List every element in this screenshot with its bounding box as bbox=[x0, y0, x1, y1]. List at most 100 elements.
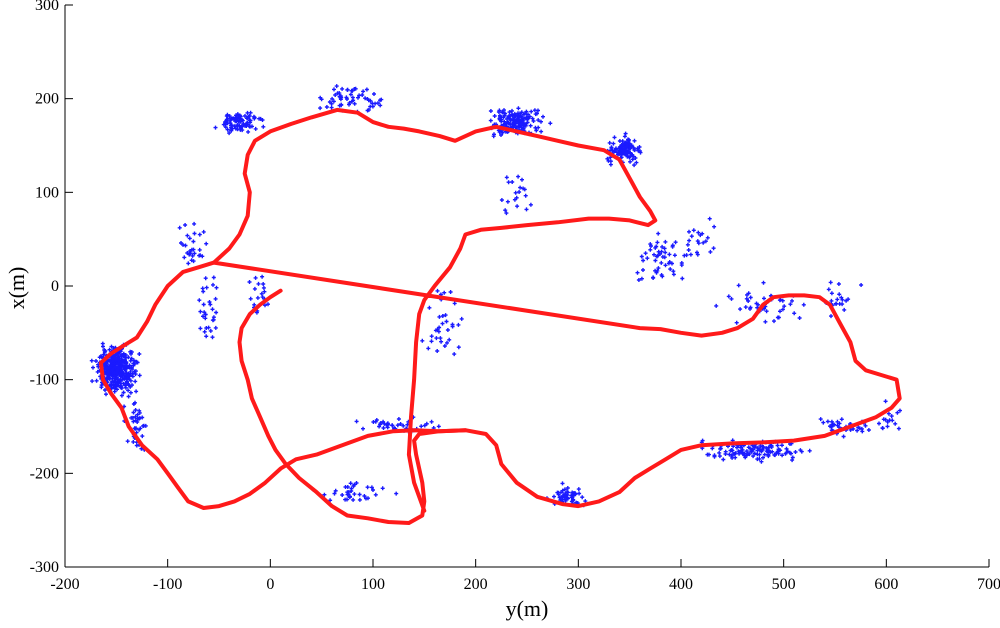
x-axis-ticks: -200 -100 0 100 200 300 400 500 600 700 bbox=[50, 559, 1000, 593]
landmark-point bbox=[348, 92, 353, 97]
landmark-point bbox=[512, 115, 517, 120]
landmark-point bbox=[491, 134, 496, 139]
landmark-point bbox=[439, 339, 444, 344]
landmark-point bbox=[883, 399, 888, 404]
landmark-point bbox=[738, 307, 743, 312]
landmark-point bbox=[131, 410, 136, 415]
landmark-point bbox=[734, 320, 739, 325]
landmark-point bbox=[883, 417, 888, 422]
landmark-point bbox=[329, 101, 334, 106]
landmark-point bbox=[429, 334, 434, 339]
landmark-point bbox=[396, 417, 401, 421]
landmark-point bbox=[437, 314, 442, 319]
landmark-point bbox=[517, 190, 522, 194]
landmark-point bbox=[261, 124, 266, 129]
landmark-point bbox=[835, 297, 840, 302]
landmark-point bbox=[717, 454, 722, 459]
landmark-point bbox=[447, 337, 452, 342]
landmark-point bbox=[685, 242, 690, 247]
landmark-point bbox=[112, 370, 117, 375]
landmark-point bbox=[635, 270, 640, 275]
landmark-point bbox=[130, 374, 135, 379]
landmark-point bbox=[109, 344, 114, 349]
x-axis-title: y(m) bbox=[506, 596, 549, 621]
landmark-point bbox=[829, 425, 834, 430]
landmark-point bbox=[240, 124, 245, 129]
landmark-point bbox=[507, 110, 512, 115]
landmark-point bbox=[825, 419, 830, 424]
landmark-point bbox=[208, 328, 213, 333]
landmark-point bbox=[736, 283, 741, 288]
landmark-point bbox=[115, 387, 120, 392]
landmark-point bbox=[385, 425, 390, 430]
landmark-point bbox=[555, 490, 560, 495]
landmark-point bbox=[680, 276, 685, 281]
landmark-point bbox=[334, 84, 339, 89]
landmark-point bbox=[349, 99, 354, 104]
landmark-point bbox=[742, 453, 747, 458]
landmark-point bbox=[492, 114, 497, 118]
landmark-point bbox=[182, 255, 187, 260]
landmark-point bbox=[204, 334, 209, 339]
landmark-point bbox=[572, 492, 577, 497]
landmark-point bbox=[350, 95, 355, 100]
landmark-point bbox=[221, 122, 226, 127]
landmark-point bbox=[192, 221, 197, 226]
landmark-point bbox=[660, 244, 665, 249]
landmark-point bbox=[337, 91, 342, 96]
landmark-point bbox=[366, 107, 371, 112]
landmark-point bbox=[135, 412, 140, 417]
landmark-point bbox=[619, 155, 624, 160]
y-axis-title: x(m) bbox=[4, 267, 29, 310]
landmark-point bbox=[893, 421, 898, 426]
landmark-point bbox=[500, 130, 505, 135]
x-tick-label: 100 bbox=[361, 576, 385, 593]
landmark-point bbox=[766, 452, 770, 457]
landmark-point bbox=[253, 126, 258, 131]
landmark-point bbox=[504, 175, 509, 180]
landmark-point bbox=[516, 117, 521, 122]
landmark-point bbox=[863, 423, 868, 428]
landmark-point bbox=[516, 121, 521, 126]
landmark-point bbox=[426, 346, 431, 351]
landmark-point bbox=[328, 498, 333, 503]
landmark-point bbox=[133, 400, 137, 405]
landmark-point bbox=[747, 452, 752, 457]
landmark-point bbox=[203, 276, 208, 281]
landmark-point bbox=[571, 497, 576, 502]
landmark-point bbox=[330, 96, 335, 101]
landmark-point bbox=[333, 488, 338, 493]
landmark-point bbox=[231, 116, 236, 121]
landmark-point bbox=[94, 359, 98, 363]
landmark-point bbox=[450, 322, 455, 327]
landmark-point bbox=[116, 354, 121, 359]
landmark-point bbox=[510, 180, 515, 184]
landmark-point bbox=[733, 451, 738, 456]
landmark-point bbox=[696, 230, 701, 235]
landmark-point bbox=[829, 419, 834, 424]
landmark-point bbox=[645, 256, 650, 261]
landmark-point bbox=[829, 291, 834, 296]
landmark-point bbox=[621, 149, 626, 154]
landmark-point bbox=[775, 443, 780, 448]
landmark-point bbox=[187, 249, 192, 254]
landmark-point bbox=[705, 235, 710, 240]
landmark-point bbox=[456, 345, 461, 350]
landmark-point bbox=[114, 357, 119, 362]
landmark-point bbox=[119, 393, 124, 398]
landmark-point bbox=[751, 454, 756, 459]
landmark-point bbox=[255, 295, 260, 300]
landmark-point bbox=[380, 486, 385, 491]
landmark-point bbox=[889, 414, 894, 419]
y-tick-label: -200 bbox=[30, 465, 59, 482]
landmark-point bbox=[866, 428, 871, 432]
landmark-point bbox=[114, 352, 119, 356]
landmark-point bbox=[855, 428, 860, 433]
landmark-point bbox=[345, 87, 350, 92]
landmark-point bbox=[435, 288, 440, 293]
landmark-point bbox=[318, 106, 323, 111]
landmark-point bbox=[880, 426, 885, 431]
landmark-point bbox=[877, 421, 881, 426]
landmark-point bbox=[519, 122, 524, 127]
landmark-point bbox=[364, 496, 368, 501]
